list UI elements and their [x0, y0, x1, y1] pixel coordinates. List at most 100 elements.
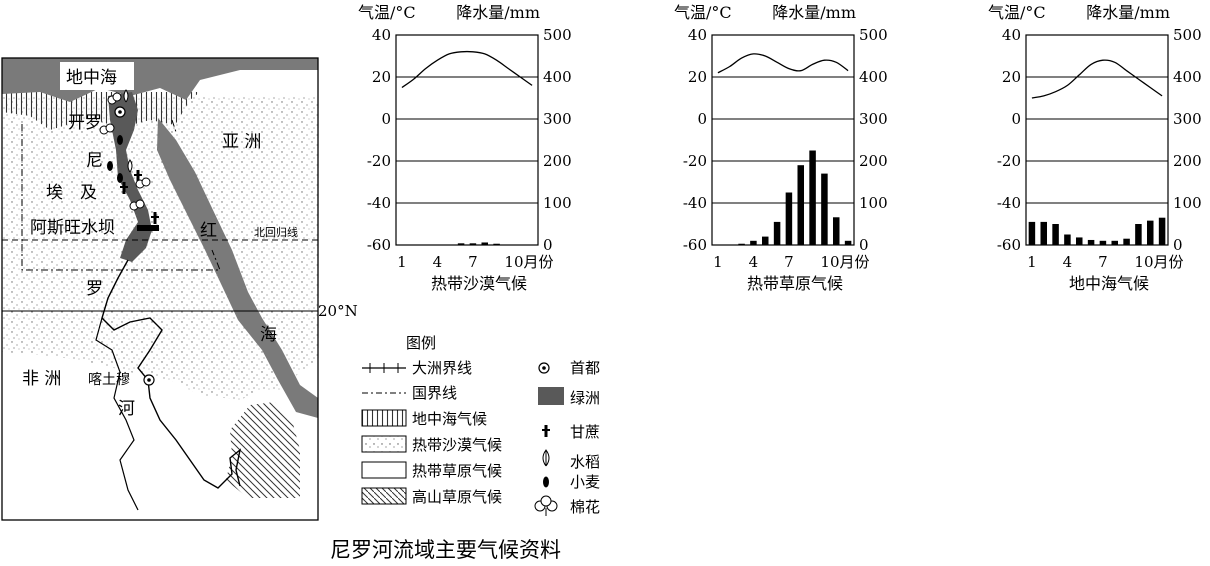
- precip-bar: [773, 221, 781, 245]
- legend-sugarcane: 甘蔗: [570, 423, 600, 441]
- precip-bar: [761, 236, 769, 245]
- red-sea: [157, 118, 318, 418]
- temp-tick-label: 0: [1011, 110, 1021, 128]
- precip-tick-label: 100: [543, 194, 572, 212]
- label-nile-1: 尼: [86, 151, 103, 171]
- desert-zone: [2, 96, 318, 400]
- legend-national-border: 国界线: [412, 384, 457, 402]
- cotton-icon: [534, 495, 558, 516]
- x-tick-label: 10月份: [820, 253, 869, 271]
- precip-tick-label: 500: [543, 26, 572, 44]
- label-asia: 亚 洲: [222, 132, 261, 152]
- label-red-1: 红: [200, 221, 217, 241]
- national-border: [21, 124, 221, 271]
- label-dam: 阿斯旺水坝: [30, 218, 115, 238]
- oasis-icon: [538, 387, 564, 405]
- legend-highland: 高山草原气候: [412, 488, 502, 506]
- precip-tick-label: 200: [1173, 152, 1202, 170]
- x-tick-label: 1: [713, 253, 723, 271]
- legend-savanna: 热带草原气候: [412, 462, 502, 480]
- highland-zone: [226, 402, 300, 498]
- precip-tick-label: 400: [859, 68, 888, 86]
- precip-bar: [785, 192, 793, 245]
- label-khartoum: 喀土穆: [88, 372, 130, 388]
- precip-bar: [750, 240, 757, 245]
- precip-tick-label: 500: [1173, 26, 1202, 44]
- label-cairo: 开罗: [68, 113, 102, 133]
- legend-desert: 热带沙漠气候: [412, 436, 502, 454]
- chart-title: 热带草原气候: [747, 274, 843, 293]
- precip-bar: [1123, 238, 1130, 245]
- temp-tick-label: 0: [697, 110, 707, 128]
- precip-bar: [493, 243, 500, 245]
- precip-bar: [1135, 224, 1142, 245]
- temperature-line: [717, 53, 849, 74]
- temp-tick-label: 40: [372, 26, 391, 44]
- precip-bar: [832, 217, 840, 245]
- chart-title: 地中海气候: [1069, 274, 1149, 293]
- precip-tick-label: 0: [859, 236, 869, 254]
- precip-tick-label: 200: [543, 152, 572, 170]
- precip-bar: [1028, 221, 1036, 245]
- aswan-dam: [137, 225, 159, 231]
- precip-bar: [797, 165, 805, 245]
- x-tick-label: 4: [433, 253, 443, 271]
- nile-oasis: [108, 92, 152, 262]
- x-tick-label: 10月份: [1134, 253, 1183, 271]
- nile-basin-map: 地中海 开罗 亚 洲 尼 埃 及 阿斯旺水坝 红 罗 海 非 洲 河 喀土穆 北…: [1, 57, 319, 521]
- temp-tick-label: -60: [367, 236, 391, 254]
- precip-bar: [1158, 217, 1166, 245]
- temp-axis-label: 气温/°C: [358, 3, 416, 22]
- label-lat20: 20°N: [318, 302, 358, 320]
- label-tropic: 北回归线: [254, 225, 298, 239]
- mediterranean-zone: [2, 92, 200, 130]
- x-tick-label: 7: [468, 253, 478, 271]
- legend-oasis: 绿洲: [570, 389, 600, 407]
- precip-tick-label: 500: [859, 26, 888, 44]
- figure-caption: 尼罗河流域主要气候资料: [330, 538, 561, 562]
- temp-tick-label: 40: [688, 26, 707, 44]
- precip-axis-label: 降水量/mm: [772, 3, 856, 22]
- precip-tick-label: 100: [859, 194, 888, 212]
- precip-bar: [844, 240, 852, 245]
- temp-tick-label: 0: [381, 110, 391, 128]
- precip-tick-label: 300: [543, 110, 572, 128]
- label-africa: 非 洲: [22, 369, 61, 389]
- wheat-icon: [543, 476, 549, 488]
- x-tick-label: 7: [784, 253, 794, 271]
- temp-tick-label: -40: [997, 194, 1021, 212]
- temp-axis-label: 气温/°C: [674, 3, 732, 22]
- precip-bar: [1087, 239, 1095, 245]
- climate-chart-mediterranean: 气温/°C 降水量/mm40200-20-40-60500400300200100…: [988, 3, 1202, 293]
- precip-tick-label: 0: [1173, 236, 1183, 254]
- precip-bar: [1075, 237, 1083, 245]
- sugarcane-icon: [542, 425, 550, 437]
- x-tick-label: 4: [1063, 253, 1073, 271]
- precip-bar: [469, 243, 477, 245]
- plot-frame: [395, 34, 539, 246]
- temp-tick-label: -20: [683, 152, 707, 170]
- legend-title: 图例: [406, 334, 436, 352]
- precip-tick-label: 200: [859, 152, 888, 170]
- temp-axis-label: 气温/°C: [988, 3, 1046, 22]
- rice-icon: [542, 449, 550, 467]
- legend: 图例 大洲界线 国界线 地中海气候 热带沙漠气候 热带草原气候 高山草原气候 首…: [361, 334, 600, 516]
- precip-tick-label: 300: [1173, 110, 1202, 128]
- temp-tick-label: -60: [997, 236, 1021, 254]
- label-nile-3: 河: [118, 399, 135, 419]
- precip-axis-label: 降水量/mm: [456, 3, 540, 22]
- legend-continent-border: 大洲界线: [412, 359, 472, 377]
- temp-tick-label: 20: [688, 68, 707, 86]
- precip-bar: [1099, 240, 1107, 245]
- precip-tick-label: 400: [543, 68, 572, 86]
- label-red-2: 海: [260, 325, 277, 345]
- precip-bar: [481, 242, 489, 245]
- sea-label-box: [60, 62, 134, 90]
- label-mediterranean: 地中海: [66, 68, 117, 88]
- temp-tick-label: -20: [367, 152, 391, 170]
- precip-tick-label: 300: [859, 110, 888, 128]
- temperature-line: [401, 50, 533, 89]
- temp-tick-label: -20: [997, 152, 1021, 170]
- x-tick-label: 1: [397, 253, 407, 271]
- climate-chart-savanna: 气温/°C 降水量/mm40200-20-40-60500400300200100…: [674, 3, 888, 293]
